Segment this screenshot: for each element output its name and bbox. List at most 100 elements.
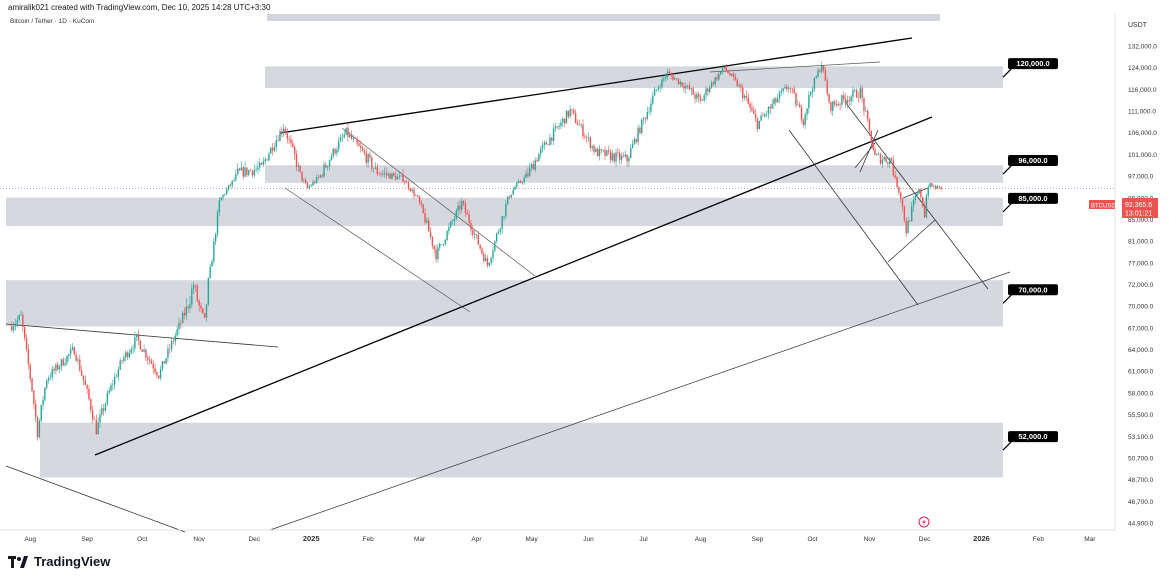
price-tick-label: 72,000.0	[1128, 282, 1154, 289]
candle	[861, 85, 863, 103]
trendline[interactable]	[788, 129, 919, 306]
candle	[527, 167, 529, 179]
candle	[36, 415, 39, 441]
candle	[622, 152, 625, 158]
candle	[696, 91, 698, 103]
candle	[248, 169, 250, 177]
candle	[281, 127, 283, 137]
candle	[841, 94, 843, 109]
candle	[303, 178, 305, 184]
candle	[328, 159, 331, 171]
candle	[600, 148, 603, 154]
candle	[119, 357, 121, 371]
candle	[646, 106, 648, 121]
candle	[843, 91, 845, 103]
candle	[558, 123, 560, 131]
candle	[850, 94, 852, 106]
zone-price-label: 120,000.0	[1016, 59, 1049, 68]
candle	[398, 170, 401, 180]
candle	[23, 326, 26, 341]
trendline[interactable]	[269, 271, 1011, 531]
candle	[400, 175, 402, 177]
trendline[interactable]	[5, 323, 279, 348]
time-tick-label: Sep	[81, 536, 93, 543]
candle	[642, 116, 645, 125]
candle	[549, 133, 551, 147]
candle	[628, 155, 630, 167]
candle	[202, 307, 204, 315]
candle	[563, 118, 566, 128]
candle	[174, 332, 176, 346]
candle	[574, 109, 577, 124]
candle	[854, 88, 856, 93]
candle	[292, 139, 294, 149]
candle	[209, 263, 211, 279]
candle	[29, 362, 31, 383]
candle	[481, 246, 483, 256]
trendline[interactable]	[94, 116, 933, 456]
candle	[551, 137, 553, 145]
price-tick-label: 44,900.0	[1128, 521, 1154, 528]
candle	[124, 350, 127, 362]
candle	[663, 75, 665, 83]
candle	[268, 151, 270, 162]
price-tick-label: 70,000.0	[1128, 304, 1154, 311]
support-resistance-zone[interactable]	[6, 197, 1003, 226]
candle	[885, 153, 887, 163]
trendline[interactable]	[902, 187, 929, 199]
candle	[938, 185, 940, 189]
candle	[27, 343, 30, 370]
candle	[97, 417, 99, 435]
candle	[701, 98, 704, 101]
trendline[interactable]	[887, 219, 936, 263]
candle	[593, 143, 595, 156]
candle	[459, 200, 461, 215]
candle	[552, 123, 555, 146]
candle	[257, 161, 259, 175]
candle	[729, 70, 731, 77]
brand-name: TradingView	[34, 554, 111, 569]
candle	[650, 98, 652, 116]
candle	[512, 186, 514, 195]
support-resistance-zone[interactable]	[6, 280, 1003, 327]
trendline[interactable]	[709, 61, 881, 73]
candle	[382, 170, 384, 177]
lightning-icon[interactable]	[918, 516, 930, 528]
support-resistance-zone[interactable]	[265, 66, 1003, 89]
candle	[569, 105, 571, 119]
candle	[137, 329, 140, 346]
candle	[71, 343, 74, 352]
candle	[613, 152, 615, 165]
trendline[interactable]	[341, 127, 536, 277]
candle	[325, 162, 327, 169]
trendline[interactable]	[5, 465, 186, 533]
trendline[interactable]	[279, 37, 913, 134]
candle	[620, 152, 623, 165]
candle	[734, 73, 737, 82]
candle	[848, 95, 850, 107]
candle	[102, 404, 105, 416]
candle	[740, 83, 742, 93]
candle	[624, 150, 626, 158]
trendline[interactable]	[284, 187, 471, 313]
trendline[interactable]	[844, 101, 989, 290]
candle	[931, 182, 933, 188]
tradingview-brand[interactable]: TradingView	[8, 554, 110, 569]
candle	[762, 111, 764, 117]
candle	[16, 315, 19, 328]
candle	[420, 199, 423, 208]
candle	[611, 149, 614, 162]
candle	[244, 161, 246, 178]
candle	[497, 229, 500, 235]
time-tick-label: Aug	[695, 536, 707, 543]
candle	[216, 209, 219, 238]
candle	[863, 97, 865, 117]
candle	[817, 67, 819, 79]
candle	[222, 194, 224, 201]
candle	[685, 82, 687, 94]
candle	[123, 354, 125, 364]
support-resistance-zone[interactable]	[40, 422, 1003, 478]
trendline[interactable]	[854, 142, 876, 169]
candle	[470, 220, 472, 236]
